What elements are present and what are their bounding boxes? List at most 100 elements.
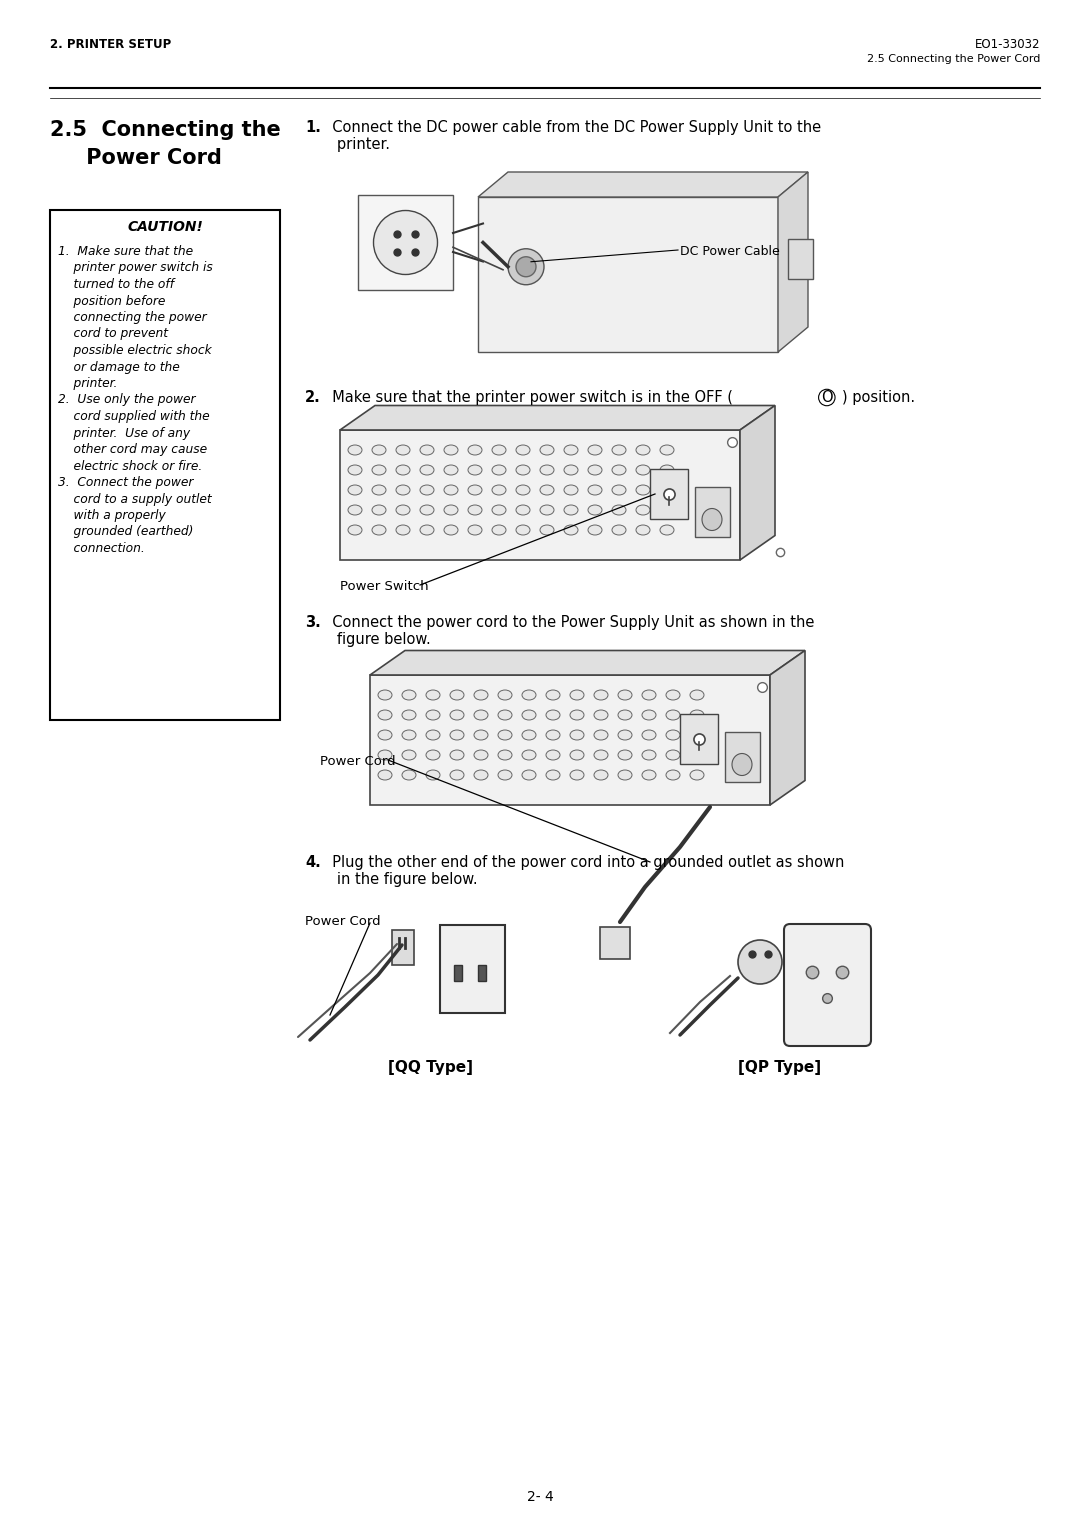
Ellipse shape [348,505,362,515]
Ellipse shape [468,465,482,474]
Ellipse shape [402,689,416,700]
Text: cord to a supply outlet: cord to a supply outlet [58,493,212,505]
Ellipse shape [444,525,458,535]
Bar [600,927,630,959]
Bar [788,239,813,279]
Text: Make sure that the printer power switch is in the OFF (: Make sure that the printer power switch … [323,390,733,406]
Text: 4.: 4. [305,856,321,869]
Ellipse shape [474,711,488,720]
Ellipse shape [588,525,602,535]
Ellipse shape [522,770,536,779]
Ellipse shape [612,505,626,515]
Ellipse shape [372,525,386,535]
Ellipse shape [546,770,561,779]
Ellipse shape [636,445,650,454]
Ellipse shape [642,711,656,720]
Bar [370,676,770,805]
Ellipse shape [492,465,507,474]
Ellipse shape [588,445,602,454]
Ellipse shape [378,689,392,700]
Ellipse shape [378,730,392,740]
Circle shape [508,249,544,285]
Ellipse shape [396,445,410,454]
Bar [696,486,730,537]
Text: cord to prevent: cord to prevent [58,328,168,340]
Ellipse shape [396,505,410,515]
Ellipse shape [468,445,482,454]
Ellipse shape [636,505,650,515]
Ellipse shape [474,730,488,740]
Ellipse shape [564,465,578,474]
Ellipse shape [516,445,530,454]
Ellipse shape [498,770,512,779]
Ellipse shape [444,465,458,474]
Ellipse shape [594,750,608,759]
Ellipse shape [348,485,362,496]
Ellipse shape [642,730,656,740]
Ellipse shape [402,711,416,720]
Polygon shape [770,651,805,805]
Ellipse shape [594,730,608,740]
Ellipse shape [420,525,434,535]
Ellipse shape [420,485,434,496]
Text: Connect the power cord to the Power Supply Unit as shown in the
   figure below.: Connect the power cord to the Power Supp… [323,615,814,648]
Ellipse shape [690,770,704,779]
Text: 3.: 3. [305,615,321,630]
Bar [392,930,414,965]
Bar [440,926,505,1013]
Ellipse shape [666,770,680,779]
Bar [478,197,778,352]
Ellipse shape [516,525,530,535]
Ellipse shape [498,689,512,700]
Ellipse shape [594,711,608,720]
Text: with a properly: with a properly [58,509,165,522]
Ellipse shape [732,753,752,776]
Ellipse shape [546,750,561,759]
Ellipse shape [666,689,680,700]
Bar [725,732,760,781]
Ellipse shape [348,525,362,535]
Bar [50,210,280,720]
Ellipse shape [690,689,704,700]
Bar [340,430,740,560]
Ellipse shape [516,485,530,496]
Text: connection.: connection. [58,541,145,555]
Ellipse shape [588,485,602,496]
Ellipse shape [570,689,584,700]
Ellipse shape [612,525,626,535]
Ellipse shape [642,689,656,700]
Text: Power Cord: Power Cord [320,755,395,769]
Ellipse shape [348,445,362,454]
Text: CAUTION!: CAUTION! [127,220,203,233]
Ellipse shape [492,525,507,535]
Bar [357,195,453,290]
Ellipse shape [618,689,632,700]
Ellipse shape [660,525,674,535]
Ellipse shape [420,445,434,454]
Ellipse shape [378,711,392,720]
Text: 2.  Use only the power: 2. Use only the power [58,393,195,407]
Ellipse shape [666,730,680,740]
Ellipse shape [588,505,602,515]
Ellipse shape [420,505,434,515]
Ellipse shape [498,711,512,720]
Ellipse shape [402,730,416,740]
Polygon shape [340,406,775,430]
Ellipse shape [444,485,458,496]
Bar [478,965,486,981]
Ellipse shape [570,770,584,779]
Ellipse shape [564,485,578,496]
Ellipse shape [666,711,680,720]
Ellipse shape [372,485,386,496]
FancyBboxPatch shape [784,924,870,1046]
Ellipse shape [570,730,584,740]
Text: [QQ Type]: [QQ Type] [388,1060,473,1075]
Ellipse shape [426,750,440,759]
Ellipse shape [372,465,386,474]
Ellipse shape [426,730,440,740]
Ellipse shape [474,770,488,779]
Text: O: O [821,390,833,406]
Text: electric shock or fire.: electric shock or fire. [58,459,202,473]
Text: or damage to the: or damage to the [58,360,179,374]
Ellipse shape [450,711,464,720]
